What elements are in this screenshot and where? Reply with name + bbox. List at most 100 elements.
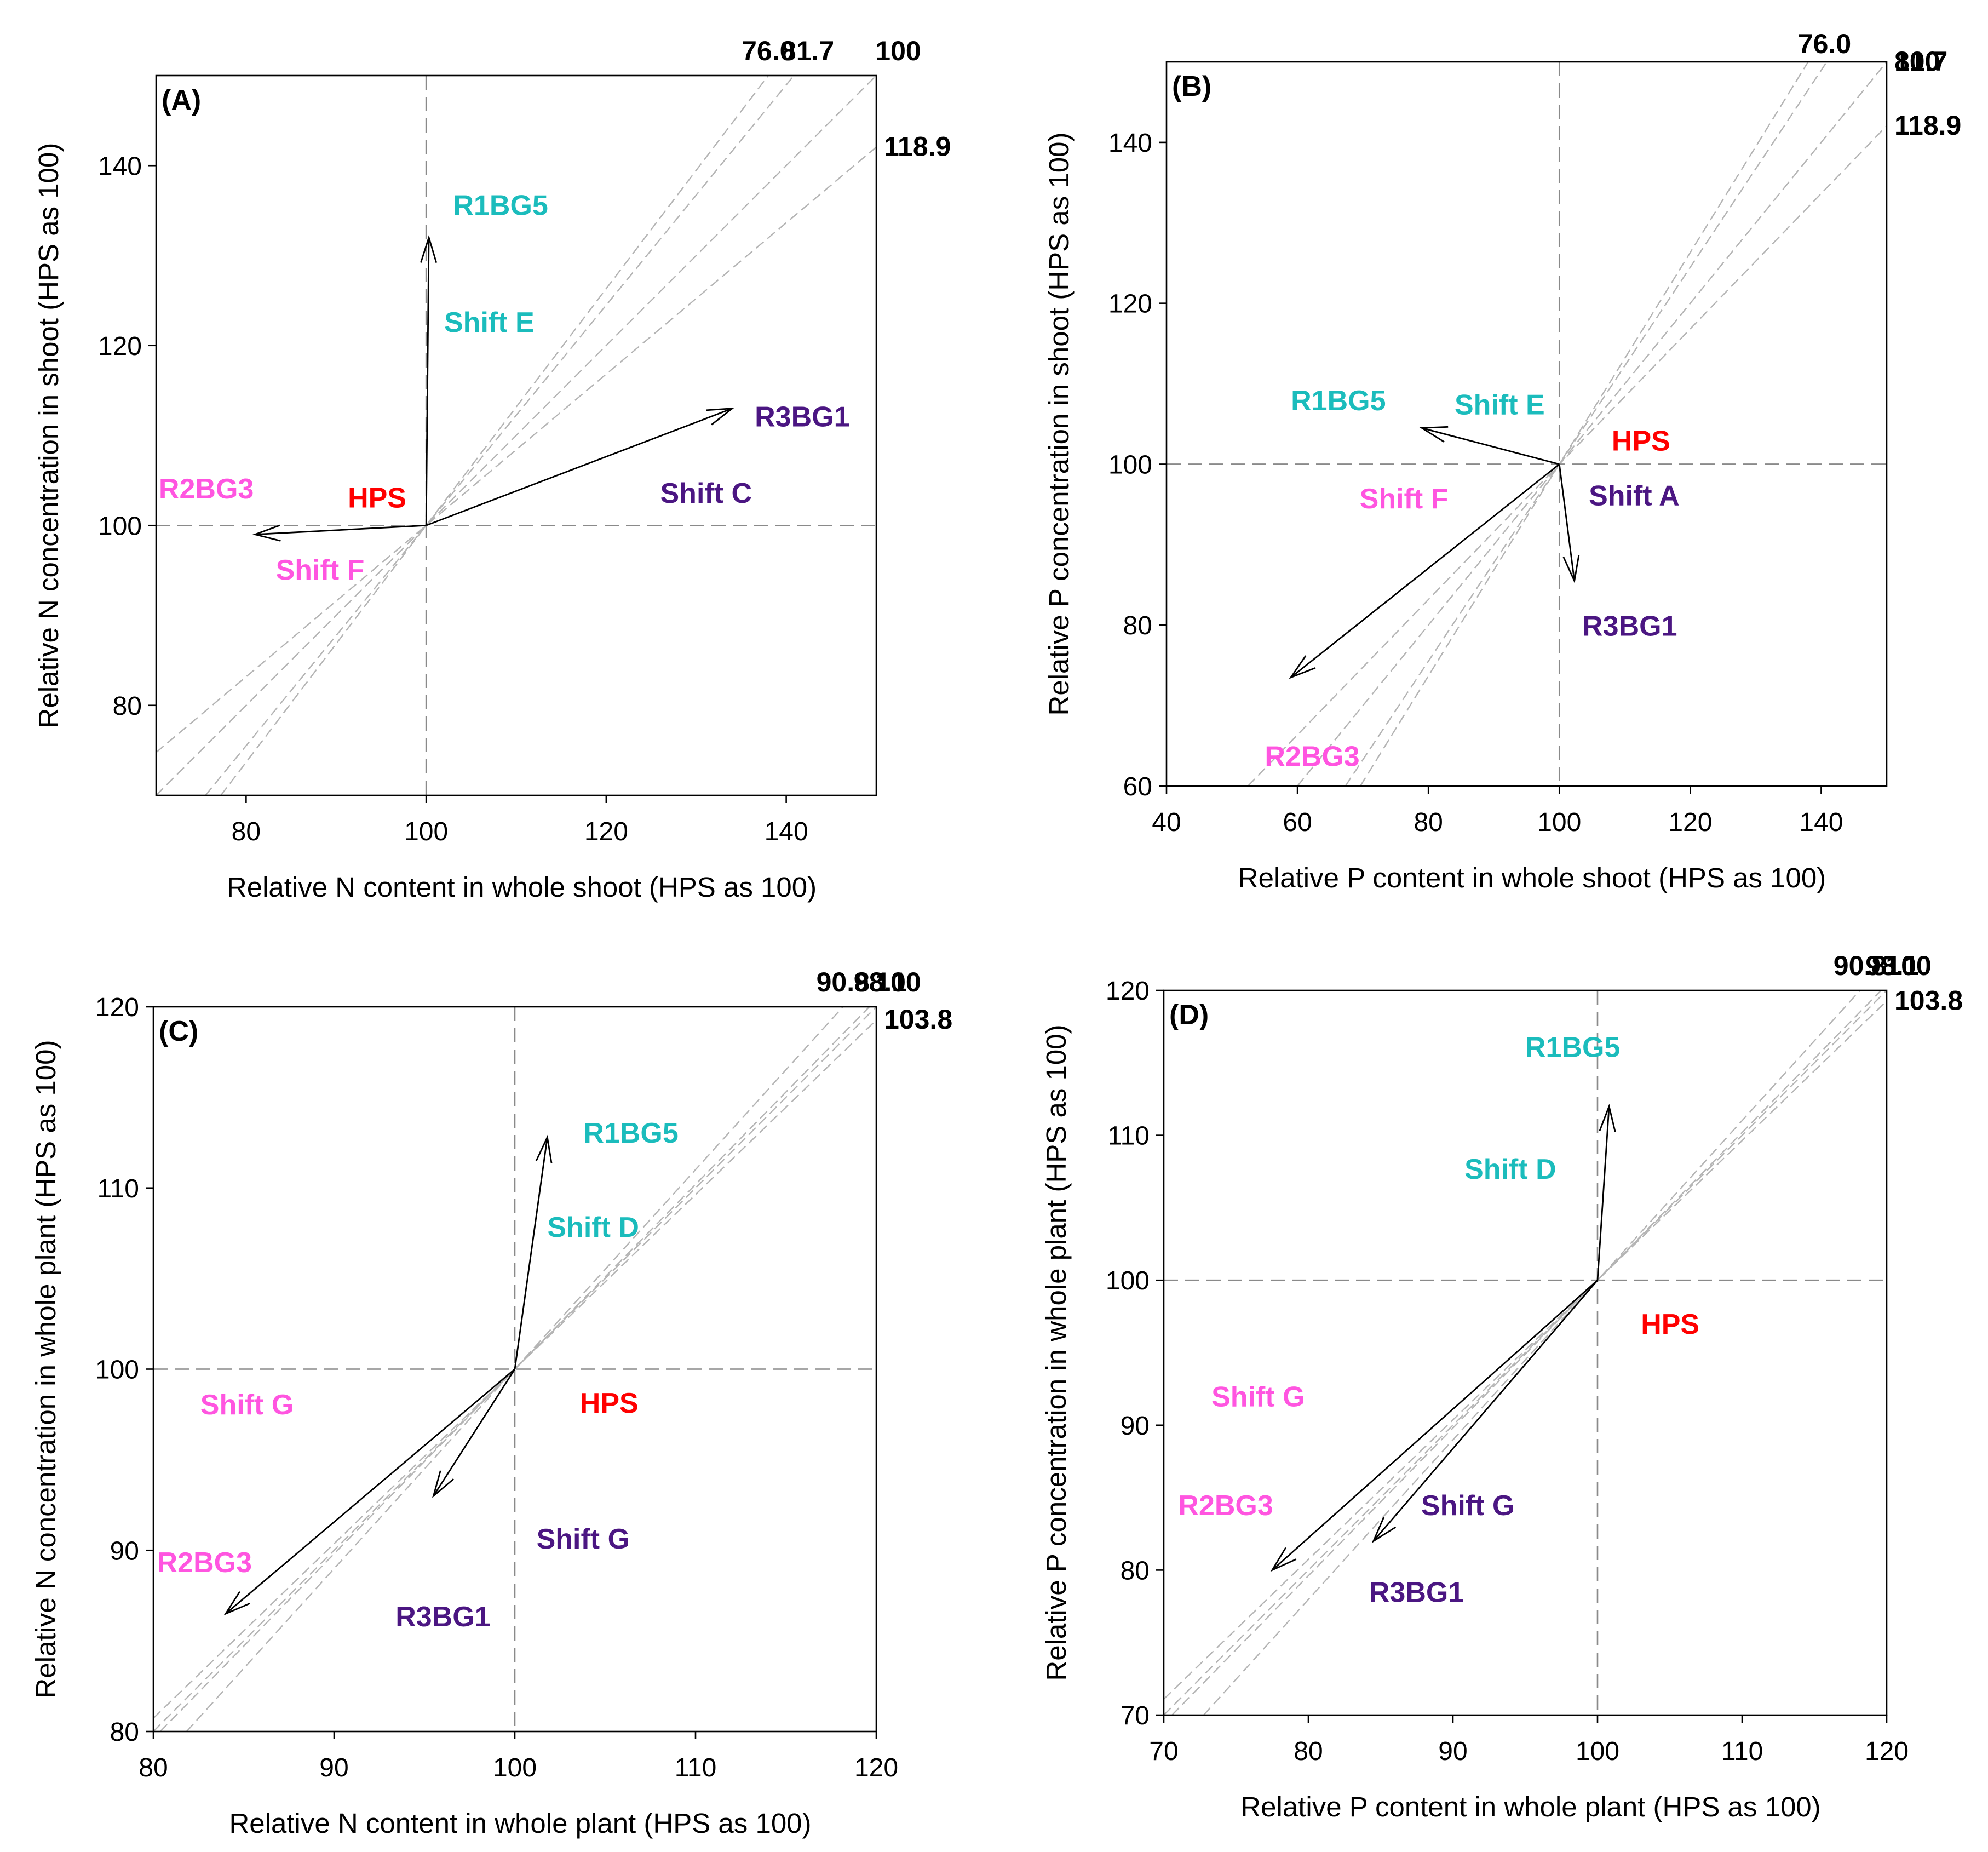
y-tick-label: 90 [110, 1536, 139, 1566]
vector-r2bg3 [1290, 463, 1560, 678]
annotation-r1bg5: R1BG5 [1525, 1032, 1620, 1064]
x-tick-label: 90 [1438, 1737, 1467, 1766]
annotation-shift-f: Shift F [276, 554, 365, 586]
ratio-label: 100 [875, 967, 921, 997]
ratio-line-103.8 [1164, 1000, 1887, 1700]
y-axis-label: Relative P concentration in shoot (HPS a… [1043, 133, 1075, 716]
y-tick-label: 120 [1106, 977, 1150, 1006]
ratio-label: 76.0 [1798, 28, 1851, 59]
vector-r3bg1 [1372, 1280, 1599, 1542]
ratio-label: 76.0 [742, 36, 795, 66]
x-tick-label: 140 [1799, 808, 1843, 837]
annotation-r3bg1: R3BG1 [1369, 1577, 1464, 1609]
annotation-shift-g: Shift G [1421, 1490, 1514, 1522]
annotation-r3bg1: R3BG1 [1582, 610, 1677, 642]
ratio-line-90.8 [1203, 990, 1861, 1715]
x-tick-label: 120 [1865, 1737, 1909, 1766]
annotation-shift-g: Shift G [537, 1523, 630, 1555]
arrowhead-r1bg5 [535, 1134, 553, 1163]
vector-r2bg3 [225, 1368, 515, 1615]
y-tick-label: 120 [1108, 290, 1152, 319]
annotation-shift-g: Shift G [1211, 1381, 1305, 1413]
x-tick-label: 90 [319, 1753, 348, 1782]
annotation-shift-d: Shift D [547, 1212, 639, 1243]
arrowhead-r1bg5 [1599, 1103, 1616, 1132]
panel-tag: (B) [1172, 71, 1211, 102]
x-tick-label: 140 [765, 817, 808, 846]
arrowhead-r2bg3 [1270, 1547, 1297, 1572]
plot-frame [1165, 61, 1888, 787]
vector-r1bg5 [1596, 1106, 1610, 1281]
arrowhead-r1bg5 [420, 234, 438, 263]
y-tick-label: 100 [95, 1356, 139, 1385]
x-tick-label: 120 [584, 817, 628, 846]
arrowhead-r3bg1 [706, 408, 735, 426]
annotation-r1bg5: R1BG5 [583, 1117, 678, 1149]
y-tick-label: 140 [1108, 129, 1152, 158]
ratio-line-100 [1297, 62, 1887, 786]
ratio-label: 81.7 [781, 36, 834, 66]
ratio-label: 90.8 [817, 967, 870, 997]
vector-r1bg5 [1421, 427, 1560, 465]
ratio-label: 90.8 [1834, 950, 1887, 981]
panel-a: 76.081.7 100 118.9 80 100 120 140 80 100 120 140 Re… [33, 36, 951, 903]
arrowhead-r3bg1 [432, 1470, 455, 1499]
annotation-r1bg5: R1BG5 [1291, 385, 1386, 417]
y-tick-label: 120 [95, 993, 139, 1022]
arrowhead-r3bg1 [1371, 1516, 1397, 1544]
x-tick-label: 80 [139, 1753, 168, 1782]
plot-frame [155, 74, 877, 796]
x-tick-label: 100 [1576, 1737, 1619, 1766]
x-tick-label: 110 [675, 1753, 717, 1782]
y-tick-label: 140 [98, 152, 142, 181]
annotation-shift-e: Shift E [1455, 389, 1545, 421]
ratio-line-76.0 [1359, 62, 1809, 786]
y-tick-label: 80 [113, 692, 142, 721]
x-tick-label: 100 [1537, 808, 1581, 837]
ratio-label: 100 [875, 36, 921, 66]
ratio-label: 98.1 [1865, 950, 1918, 981]
x-tick-label: 70 [1149, 1737, 1178, 1766]
ratio-line-103.8 [153, 1019, 876, 1719]
ratio-line-81.7 [1345, 62, 1828, 786]
annotation-hps: HPS [348, 482, 406, 514]
vector-r3bg1 [1558, 464, 1576, 581]
ratio-line-76.0 [220, 76, 769, 795]
y-axis-label: Relative P concentration in whole plant … [1041, 1024, 1072, 1681]
annotation-hps: HPS [580, 1387, 639, 1419]
y-tick-label: 80 [1123, 611, 1152, 640]
ratio-line-118.9 [156, 146, 876, 753]
annotation-r3bg1: R3BG1 [755, 402, 849, 433]
annotation-r2bg3: R2BG3 [1178, 1490, 1273, 1522]
y-tick-label: 100 [98, 512, 142, 541]
annotation-hps: HPS [1612, 425, 1670, 457]
ratio-line-100 [1164, 990, 1887, 1715]
annotation-r1bg5: R1BG5 [453, 190, 548, 222]
vector-r1bg5 [514, 1137, 548, 1369]
x-tick-label: 120 [1668, 808, 1712, 837]
panel-tag: (D) [1169, 999, 1209, 1031]
annotation-r3bg1: R3BG1 [395, 1601, 490, 1633]
panel-tag: (A) [162, 84, 201, 116]
ratio-label: 103.8 [1894, 985, 1963, 1016]
arrowhead-r2bg3 [223, 1591, 250, 1616]
y-axis-label: Relative N concentration in shoot (HPS a… [33, 143, 64, 729]
x-tick-label: 60 [1283, 808, 1312, 837]
arrowhead-r2bg3 [1289, 655, 1316, 679]
ratio-label: 98.1 [854, 967, 907, 997]
annotation-shift-a: Shift A [1589, 480, 1680, 512]
vector-r3bg1 [426, 408, 733, 526]
ratio-line-118.9 [1247, 125, 1887, 786]
x-tick-label: 80 [232, 817, 261, 846]
x-axis-label: Relative N content in whole plant (HPS a… [229, 1808, 811, 1839]
x-tick-label: 80 [1294, 1737, 1323, 1766]
x-axis-label: Relative P content in whole plant (HPS a… [1240, 1791, 1820, 1822]
y-tick-label: 100 [1108, 450, 1152, 479]
y-tick-label: 90 [1121, 1412, 1150, 1441]
vector-r2bg3 [255, 524, 427, 536]
panel-tag: (C) [159, 1016, 198, 1047]
x-tick-label: 120 [854, 1753, 898, 1782]
